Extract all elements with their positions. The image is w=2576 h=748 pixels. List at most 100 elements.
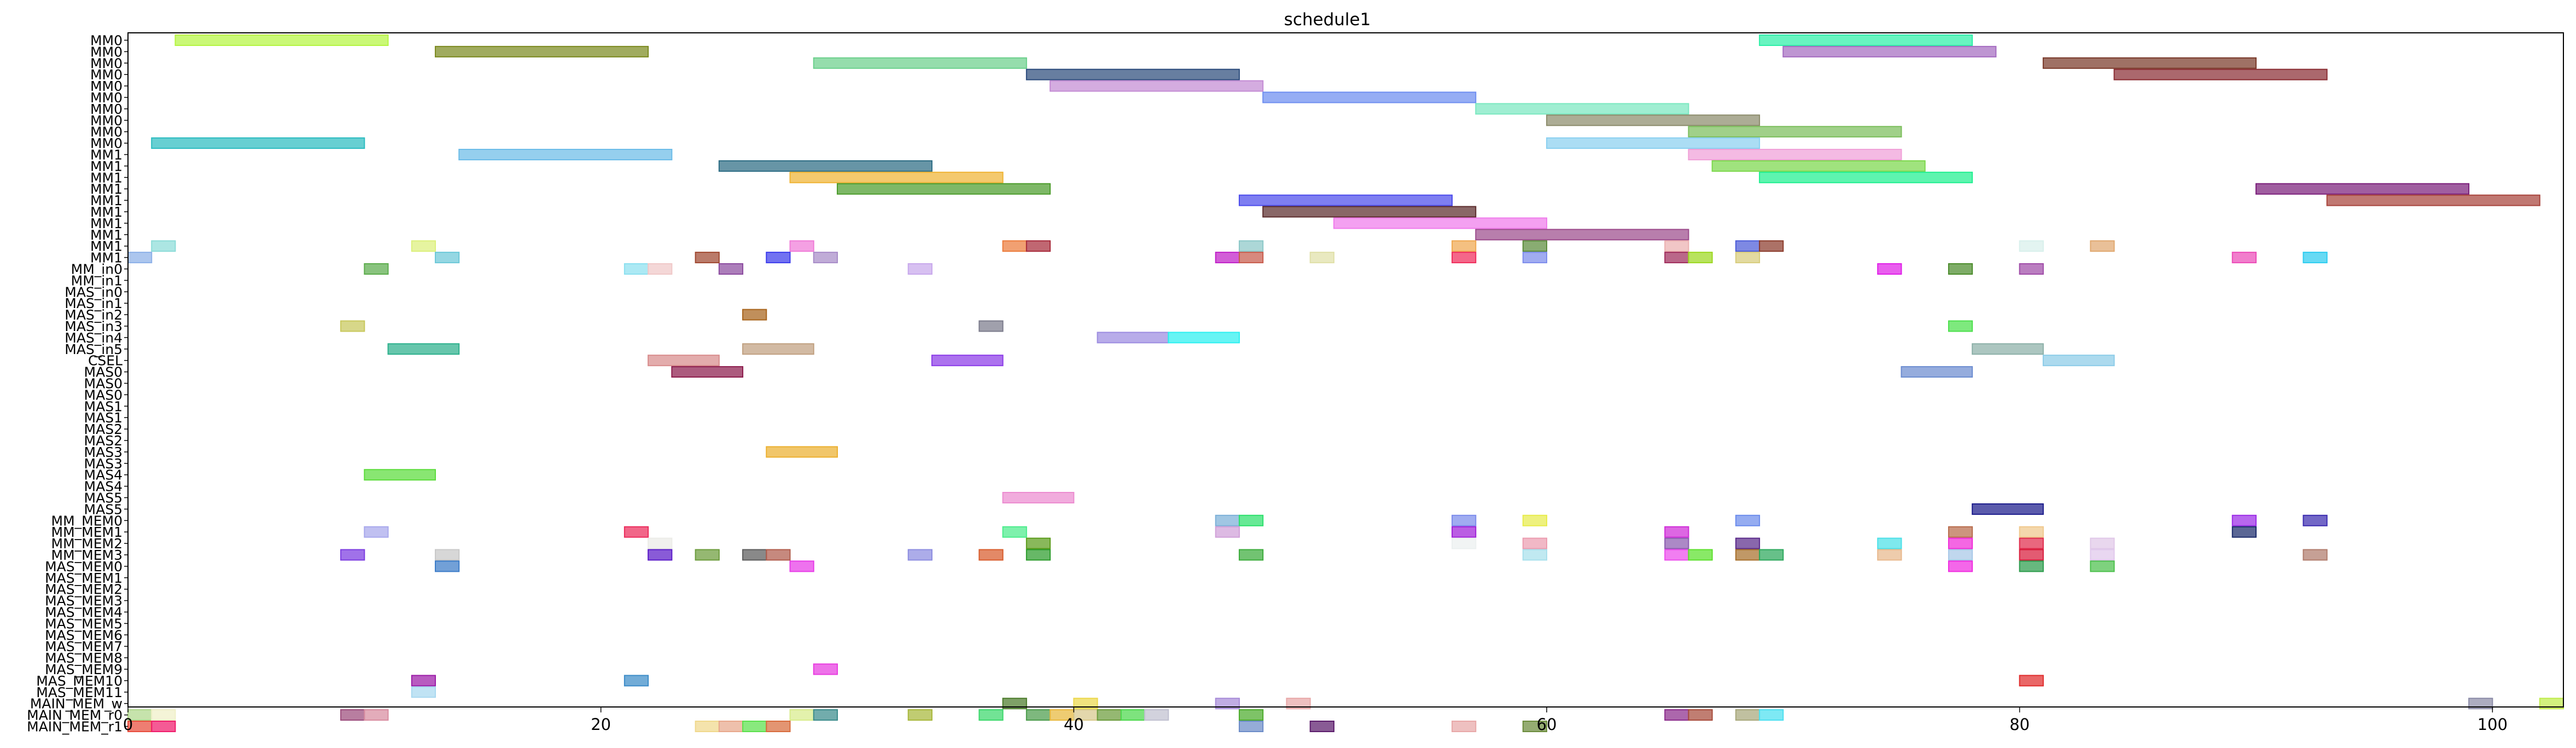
gantt-bar [1759, 549, 1784, 561]
gantt-bar [1877, 263, 1902, 275]
gantt-bar [907, 549, 933, 561]
y-tick-label: MM0 [90, 113, 123, 129]
x-tick-label: 0 [123, 715, 133, 734]
gantt-bar [978, 320, 1004, 332]
y-tick-label: MAS2 [84, 421, 123, 437]
gantt-bar [458, 149, 673, 160]
y-tick-label: MAS_MEM5 [45, 616, 123, 631]
gantt-bar [340, 709, 365, 721]
y-tick-label: MM1 [90, 204, 123, 220]
gantt-bar [151, 721, 176, 732]
gantt-bar [1025, 240, 1051, 252]
y-tick-label: MAIN_MEM_w [30, 696, 123, 712]
gantt-bar [1238, 240, 1264, 252]
gantt-bar [623, 263, 649, 275]
gantt-bar [742, 549, 767, 561]
gantt-bar [364, 709, 389, 721]
gantt-bar [1664, 526, 1689, 538]
gantt-bar [1262, 206, 1477, 218]
gantt-bar [1002, 492, 1075, 503]
gantt-bar [978, 709, 1004, 721]
gantt-bar [2303, 514, 2328, 526]
y-tick-label: MAIN_MEM_r0 [27, 708, 123, 723]
gantt-bar [671, 366, 744, 378]
gantt-bar [789, 171, 1004, 183]
y-tick-label: MM_MEM1 [51, 524, 123, 540]
gantt-bar [151, 240, 176, 252]
gantt-bar [1735, 709, 1761, 721]
gantt-bar [1452, 526, 1477, 538]
gantt-bar [1097, 709, 1122, 721]
gantt-bar [151, 709, 176, 721]
gantt-bar [1097, 332, 1169, 344]
gantt-bar [2019, 526, 2044, 538]
y-tick-label: MM1 [90, 250, 123, 266]
gantt-bar [766, 549, 791, 561]
y-tick-label: MM1 [90, 216, 123, 231]
gantt-bar [1664, 537, 1689, 549]
gantt-bar [2326, 194, 2540, 206]
gantt-bar [789, 560, 814, 572]
gantt-bar [718, 721, 744, 732]
y-tick-label: MM_MEM2 [51, 536, 123, 552]
gantt-bar [1735, 537, 1761, 549]
y-tick-label: MAIN_MEM_r1 [27, 719, 123, 735]
y-tick-label: MM0 [90, 67, 123, 83]
y-tick-label: MAS3 [84, 444, 123, 460]
gantt-bar [2303, 549, 2328, 561]
gantt-bar [1522, 537, 1547, 549]
gantt-bar [1238, 514, 1264, 526]
y-tick-label: MAS_in1 [65, 295, 123, 311]
gantt-bar [1877, 537, 1902, 549]
gantt-bar [1025, 68, 1240, 80]
y-tick-label: MAS3 [84, 456, 123, 472]
bars-layer [127, 34, 2565, 732]
gantt-bar [1877, 549, 1902, 561]
gantt-bar [813, 663, 838, 675]
gantt-bar [1972, 343, 2044, 355]
y-tick-label: MAS_in4 [65, 330, 123, 346]
y-tick-label: MAS0 [84, 387, 123, 403]
y-tick-label: MAS0 [84, 364, 123, 380]
y-tick-label: MM0 [90, 101, 123, 117]
y-tick-label: MM_in0 [71, 262, 123, 277]
gantt-bar [648, 263, 673, 275]
gantt-bar [1238, 194, 1453, 206]
gantt-bar [1452, 537, 1477, 549]
gantt-bar [1452, 240, 1477, 252]
gantt-bar [1025, 549, 1051, 561]
gantt-bar [742, 721, 767, 732]
y-tick-label: MM_MEM3 [51, 547, 123, 563]
y-tick-label: MAS_MEM11 [36, 685, 123, 700]
gantt-bar [1238, 709, 1264, 721]
y-tick-label: MAS5 [84, 501, 123, 517]
y-tick-label: MM0 [90, 124, 123, 140]
gantt-bar [340, 549, 365, 561]
gantt-bar [411, 240, 436, 252]
gantt-bar [1025, 709, 1051, 721]
y-tick-label: MAS_MEM6 [45, 627, 123, 643]
gantt-bar [1475, 103, 1689, 115]
x-tick-label: 80 [2009, 715, 2030, 734]
gantt-bar [1948, 320, 1973, 332]
gantt-bar [695, 252, 720, 264]
gantt-bar [1735, 549, 1761, 561]
gantt-bar [648, 355, 720, 367]
y-tick-label: MAS4 [84, 479, 123, 495]
y-tick-label: MM0 [90, 78, 123, 94]
gantt-bar [1948, 560, 1973, 572]
gantt-bar [1002, 526, 1027, 538]
y-tick-label: MAS_MEM7 [45, 639, 123, 654]
gantt-bar [411, 686, 436, 698]
y-tick-label: MAS5 [84, 490, 123, 506]
gantt-bar [340, 320, 365, 332]
y-tick-label: MAS_MEM9 [45, 662, 123, 677]
y-tick-label: MAS1 [84, 410, 123, 426]
gantt-bar [1546, 114, 1761, 126]
y-tick-label: MM1 [90, 181, 123, 197]
gantt-bar [931, 355, 1004, 367]
gantt-bar [1735, 514, 1761, 526]
x-tick-label: 20 [591, 715, 611, 734]
gantt-bar [1759, 240, 1784, 252]
gantt-bar [1073, 698, 1098, 710]
